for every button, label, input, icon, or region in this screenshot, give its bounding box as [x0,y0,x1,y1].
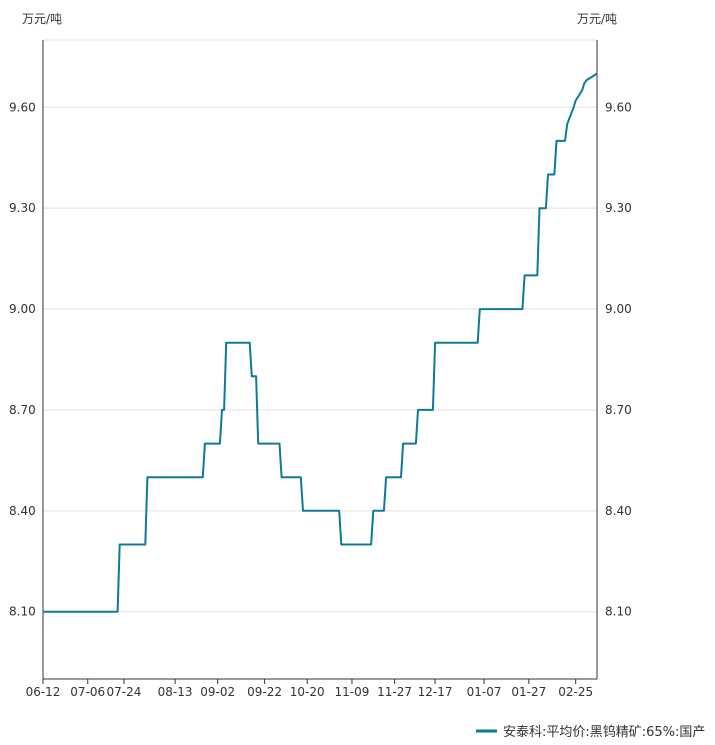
y-tick-label-left: 9.00 [9,302,36,316]
y-tick-label-left: 8.10 [9,605,36,619]
x-tick-label: 08-13 [158,685,193,699]
y-tick-label-right: 8.40 [605,504,632,518]
x-tick-label: 01-07 [467,685,502,699]
x-tick-label: 11-09 [335,685,370,699]
right-y-ticks: 8.10 8.40 8.70 9.00 9.30 9.60 [605,100,632,618]
x-tick-label: 10-20 [290,685,325,699]
y-tick-label-left: 9.60 [9,100,36,114]
axes [42,40,598,680]
x-tick-label: 09-22 [247,685,282,699]
x-tick-label: 06-12 [26,685,61,699]
y-tick-label-right: 8.70 [605,403,632,417]
x-tick-label: 12-17 [418,685,453,699]
left-axis-unit: 万元/吨 [22,12,62,26]
y-tick-label-left: 9.30 [9,201,36,215]
y-tick-label-right: 8.10 [605,605,632,619]
x-tick-label: 11-27 [377,685,412,699]
gridlines [43,39,597,613]
x-tick-label: 07-06 [70,685,105,699]
y-tick-label-left: 8.70 [9,403,36,417]
legend: 安泰科:平均价:黑钨精矿:65%:国产 [476,724,705,740]
y-tick-label-right: 9.00 [605,302,632,316]
y-tick-label-right: 9.30 [605,201,632,215]
x-tick-label: 01-27 [511,685,546,699]
y-tick-label-left: 8.40 [9,504,36,518]
left-y-ticks: 8.10 8.40 8.70 9.00 9.30 9.60 [9,100,36,618]
legend-label: 安泰科:平均价:黑钨精矿:65%:国产 [503,724,705,740]
y-tick-label-right: 9.60 [605,100,632,114]
x-tick-label: 02-25 [558,685,593,699]
x-tick-label: 09-02 [200,685,235,699]
series-line [43,72,598,613]
x-tick-label: 07-24 [107,685,142,699]
right-axis-unit: 万元/吨 [577,12,617,26]
x-ticks: 06-12 07-06 07-24 08-13 09-02 09-22 10-20 11-09… [26,679,593,699]
